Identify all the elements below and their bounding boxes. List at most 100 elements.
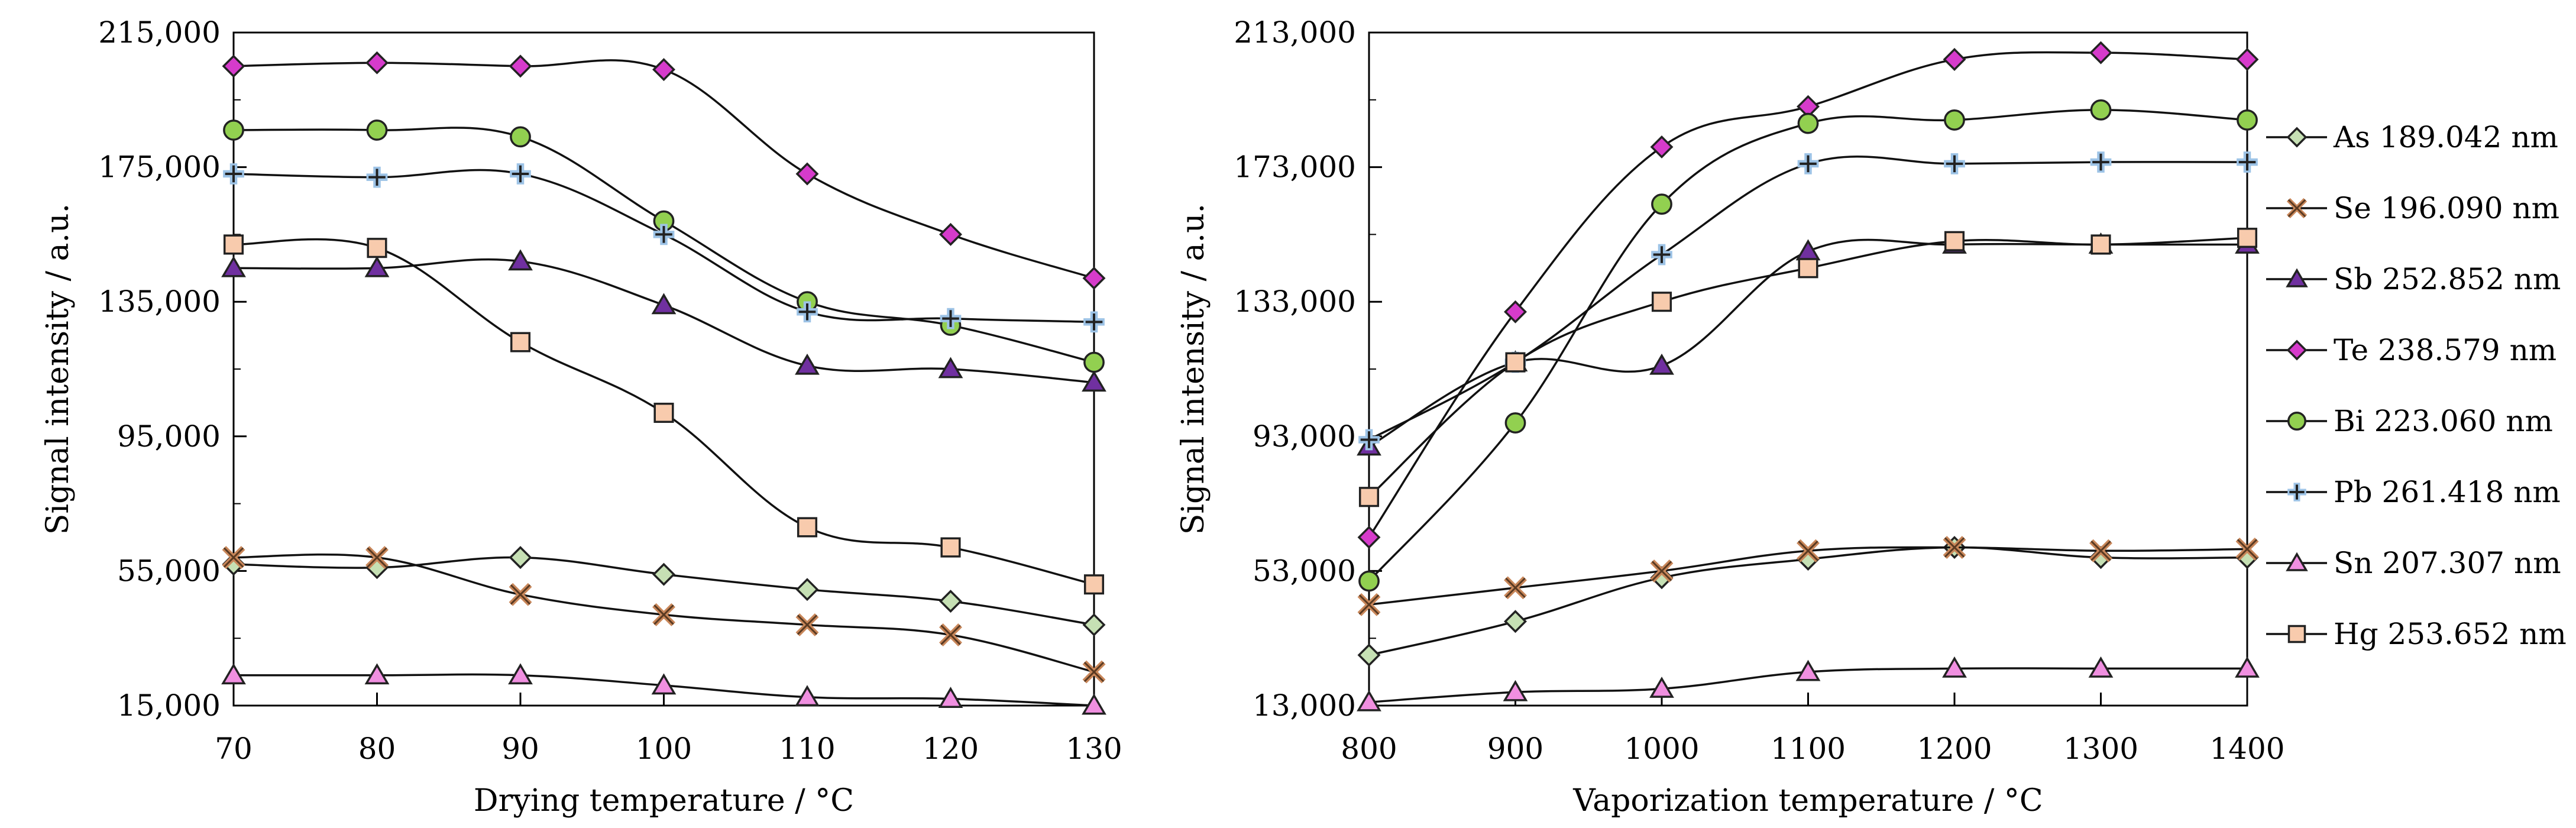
data-point bbox=[222, 54, 245, 78]
data-point bbox=[939, 222, 962, 246]
legend-marker bbox=[2287, 483, 2306, 502]
series-se-196-090-nm bbox=[222, 546, 1106, 684]
data-point bbox=[510, 163, 531, 185]
data-point bbox=[1504, 412, 1526, 434]
vaporization-temperature-chart: 13,000 53,000 93,000 133,000 173,000 213,000 8… bbox=[1176, 15, 2285, 819]
legend-item-sn-207-307-nm: Sn 207.307 nm bbox=[2266, 546, 2561, 580]
data-point bbox=[2090, 151, 2112, 173]
data-point bbox=[795, 613, 819, 636]
legend-item-sb-252-852-nm: Sb 252.852 nm bbox=[2266, 262, 2561, 296]
legend-label: Sn 207.307 nm bbox=[2334, 546, 2561, 580]
data-point bbox=[366, 119, 388, 141]
data-point bbox=[2088, 656, 2114, 678]
data-point bbox=[1797, 112, 1819, 134]
data-point bbox=[1942, 656, 1967, 678]
series-line bbox=[1368, 156, 2248, 441]
data-point bbox=[365, 51, 389, 75]
x-tick-label: 1300 bbox=[2063, 732, 2138, 766]
data-point bbox=[1082, 370, 1106, 392]
data-point bbox=[1083, 351, 1105, 373]
legend-label: Sb 252.852 nm bbox=[2334, 262, 2561, 296]
data-point bbox=[797, 301, 818, 323]
data-point bbox=[651, 673, 677, 695]
y-tick-label: 173,000 bbox=[1234, 150, 1356, 185]
y-tick-label: 133,000 bbox=[1234, 284, 1356, 319]
legend-label: As 189.042 nm bbox=[2333, 120, 2558, 154]
x-tick-label: 900 bbox=[1487, 732, 1543, 766]
series-sb-252-852-nm bbox=[221, 249, 1106, 392]
data-point bbox=[1357, 643, 1381, 667]
series-hg-253-652-nm bbox=[1358, 228, 2258, 507]
legend-item-as-189-042-nm: As 189.042 nm bbox=[2266, 120, 2558, 154]
data-point bbox=[1650, 135, 1674, 159]
data-point bbox=[1944, 109, 1965, 131]
data-point bbox=[2090, 234, 2111, 255]
data-point bbox=[653, 402, 674, 423]
data-point bbox=[366, 166, 388, 188]
data-point bbox=[940, 308, 962, 329]
x-tick-label: 110 bbox=[779, 732, 835, 766]
data-point bbox=[508, 249, 533, 271]
y-tick-label: 135,000 bbox=[98, 284, 221, 319]
data-point bbox=[1943, 48, 1966, 71]
data-point bbox=[1943, 536, 1966, 559]
data-point bbox=[367, 238, 387, 258]
data-point bbox=[508, 663, 533, 685]
data-point bbox=[1798, 258, 1818, 279]
data-point bbox=[2235, 537, 2259, 561]
data-point bbox=[795, 578, 819, 601]
y-tick-label: 175,000 bbox=[98, 150, 221, 185]
legend: As 189.042 nm Se 196.090 nm Sb 252.852 nm T… bbox=[2266, 120, 2567, 651]
series-bi-223-060-nm bbox=[223, 119, 1105, 373]
x-tick-label: 70 bbox=[215, 732, 253, 766]
data-point bbox=[509, 583, 532, 606]
data-point bbox=[1504, 300, 1527, 324]
data-point bbox=[1503, 680, 1528, 701]
data-point bbox=[1083, 574, 1105, 595]
data-point bbox=[797, 517, 818, 538]
data-point bbox=[364, 663, 390, 685]
data-point bbox=[1082, 660, 1106, 684]
data-point bbox=[1944, 153, 1965, 174]
data-point bbox=[1082, 693, 1106, 715]
series-line bbox=[1368, 109, 2248, 582]
data-point bbox=[1795, 659, 1821, 681]
x-tick-label: 1200 bbox=[1917, 732, 1992, 766]
data-point bbox=[2235, 48, 2259, 71]
data-point bbox=[2237, 151, 2258, 173]
legend-item-bi-223-060-nm: Bi 223.060 nm bbox=[2266, 404, 2553, 438]
data-point bbox=[1358, 487, 1380, 507]
series-te-238-579-nm bbox=[222, 51, 1106, 290]
series-se-196-090-nm bbox=[1357, 536, 2259, 616]
data-point bbox=[1083, 311, 1105, 333]
data-point bbox=[1082, 613, 1106, 636]
y-tick-label: 215,000 bbox=[98, 15, 221, 50]
y-tick-label: 15,000 bbox=[117, 688, 221, 723]
x-axis-title: Drying temperature / °C bbox=[474, 783, 854, 819]
data-point bbox=[1649, 353, 1674, 375]
data-point bbox=[510, 332, 531, 352]
data-point bbox=[1358, 429, 1380, 451]
x-tick-label: 1100 bbox=[1771, 732, 1846, 766]
legend-item-te-238-579-nm: Te 238.579 nm bbox=[2266, 333, 2556, 367]
y-tick-label: 213,000 bbox=[1234, 15, 1356, 50]
legend-marker bbox=[2286, 339, 2308, 361]
data-point bbox=[1650, 559, 1674, 583]
series-sn-207-307-nm bbox=[1357, 656, 2260, 711]
data-point bbox=[652, 603, 675, 626]
data-point bbox=[653, 224, 675, 245]
x-tick-label: 1400 bbox=[2209, 732, 2284, 766]
data-point bbox=[652, 58, 675, 82]
data-point bbox=[1795, 239, 1821, 261]
data-point bbox=[223, 234, 244, 255]
data-point bbox=[1357, 690, 1381, 711]
x-tick-label: 800 bbox=[1341, 732, 1397, 766]
data-point bbox=[795, 162, 819, 186]
legend-label: Bi 223.060 nm bbox=[2334, 404, 2553, 438]
data-point bbox=[1797, 539, 1820, 562]
data-point bbox=[1358, 570, 1380, 592]
data-point bbox=[651, 293, 677, 315]
x-tick-label: 90 bbox=[501, 732, 539, 766]
legend-marker bbox=[2286, 268, 2308, 287]
y-tick-label: 93,000 bbox=[1253, 419, 1356, 454]
